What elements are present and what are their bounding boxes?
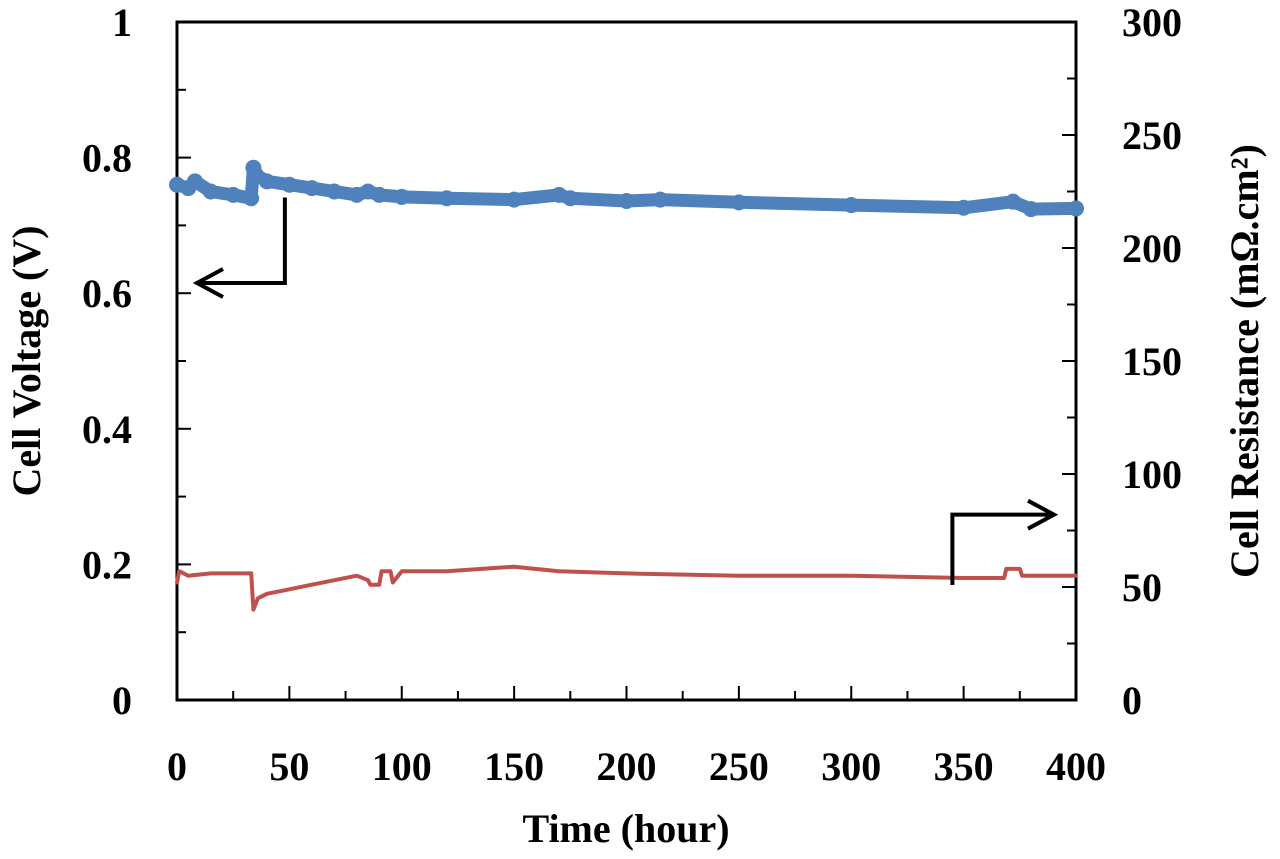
voltage-point xyxy=(303,180,320,197)
annotations-layer xyxy=(192,197,1059,585)
x-tick-label: 200 xyxy=(597,744,657,789)
y-left-tick-label: 0.6 xyxy=(82,271,132,316)
voltage-point xyxy=(506,191,523,208)
voltage-point xyxy=(202,183,219,200)
y-right-axis-title: Cell Resistance (mΩ.cm²) xyxy=(1222,144,1267,578)
voltage-point xyxy=(225,186,242,203)
x-tick-label: 0 xyxy=(167,744,187,789)
voltage-point xyxy=(652,191,669,208)
voltage-point xyxy=(438,190,455,207)
voltage-point xyxy=(730,194,747,211)
y-right-tick-label: 250 xyxy=(1122,113,1182,158)
y-right-tick-label: 50 xyxy=(1122,565,1162,610)
x-tick-label: 150 xyxy=(484,744,544,789)
y-left-tick-label: 1 xyxy=(112,0,132,45)
voltage-point xyxy=(258,173,275,190)
voltage-point xyxy=(955,199,972,216)
y-right-tick-label: 200 xyxy=(1122,226,1182,271)
voltage-point xyxy=(243,190,260,207)
x-axis-title: Time (hour) xyxy=(522,806,729,851)
voltage-point xyxy=(562,190,579,207)
voltage-point xyxy=(1005,193,1022,210)
voltage-point xyxy=(393,188,410,205)
series-layer xyxy=(169,159,1084,612)
voltage-point xyxy=(371,186,388,203)
voltage-point xyxy=(326,183,343,200)
x-tick-label: 50 xyxy=(269,744,309,789)
resistance-line xyxy=(175,564,1078,612)
y-left-tick-label: 0.4 xyxy=(82,407,132,452)
y-left-tick-label: 0.8 xyxy=(82,136,132,181)
arrow-left-annotation xyxy=(192,197,287,299)
voltage-point xyxy=(1023,201,1040,218)
voltage-point xyxy=(281,176,298,193)
y-right-tick-label: 300 xyxy=(1122,0,1182,45)
ticks xyxy=(176,21,1077,701)
y-left-tick-label: 0.2 xyxy=(82,542,132,587)
x-tick-label: 350 xyxy=(934,744,994,789)
x-tick-label: 250 xyxy=(709,744,769,789)
y-left-tick-label: 0 xyxy=(112,678,132,723)
plot-frame xyxy=(175,20,1078,702)
x-tick-label: 400 xyxy=(1046,744,1106,789)
arrow-right-annotation xyxy=(950,498,1059,585)
voltage-point xyxy=(186,173,203,190)
voltage-point xyxy=(618,192,635,209)
tick-labels: 0 50 100 150 200 250 300 350 400 0 0.2 0.4 0.6 0.8 1 0 5… xyxy=(82,0,1182,789)
x-tick-label: 300 xyxy=(821,744,881,789)
voltage-point xyxy=(1068,200,1084,217)
voltage-point xyxy=(843,197,860,214)
y-right-tick-label: 150 xyxy=(1122,339,1182,384)
y-right-tick-label: 0 xyxy=(1122,678,1142,723)
x-tick-label: 100 xyxy=(372,744,432,789)
y-left-axis-title: Cell Voltage (V) xyxy=(4,225,49,496)
y-right-tick-label: 100 xyxy=(1122,452,1182,497)
